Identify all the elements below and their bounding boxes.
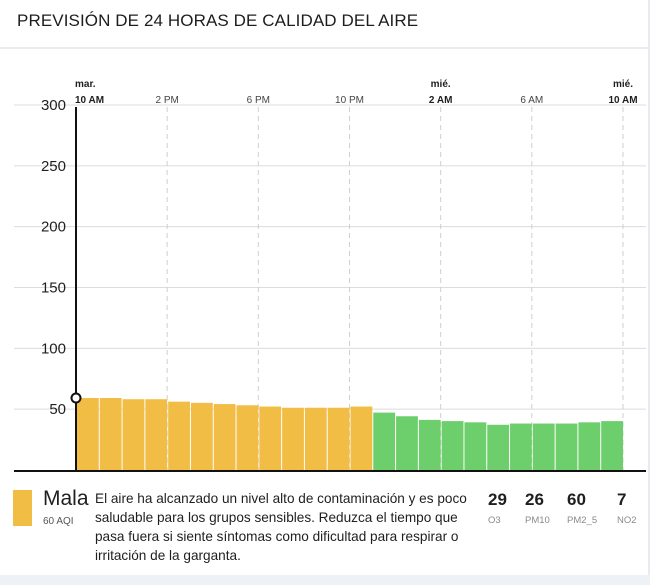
- aqi-description: El aire ha alcanzado un nivel alto de co…: [95, 491, 467, 563]
- x-tick-day-label: mié.: [431, 79, 451, 90]
- x-tick-time-label: 10 AM: [75, 95, 104, 106]
- x-tick-time-label: 10 AM: [608, 95, 637, 106]
- aqi-forecast-chart[interactable]: 50 100 150 200 250 300 mar. 10 AM 2 PM 6 PM 10 PM m…: [0, 49, 646, 477]
- pollutant-name: PM10: [525, 515, 550, 526]
- forecast-bar: [373, 412, 396, 471]
- forecast-bar: [190, 402, 213, 471]
- x-tick-time-label: 6 PM: [247, 95, 270, 106]
- y-tick-label: 150: [41, 280, 66, 297]
- pollutant-value: 29: [488, 490, 507, 509]
- x-tick-day-label: mar.: [75, 79, 96, 90]
- level-color-swatch: [13, 490, 32, 526]
- forecast-bar: [418, 419, 441, 471]
- forecast-bar: [441, 421, 464, 471]
- title-divider: [0, 47, 650, 49]
- page-title: PREVISIÓN DE 24 HORAS DE CALIDAD DEL AIR…: [17, 11, 419, 30]
- pollutant-value: 60: [567, 490, 586, 509]
- pollutant-o3: 29 O3: [488, 490, 528, 526]
- pollutant-name: O3: [488, 515, 501, 526]
- forecast-bar: [99, 398, 122, 471]
- y-tick-label: 300: [41, 97, 66, 114]
- forecast-bar: [168, 401, 190, 471]
- summary-panel: Mala 60 AQI El aire ha alcanzado un nive…: [0, 486, 650, 566]
- pollutant-name: PM2_5: [567, 515, 598, 526]
- pollutant-no2: 7 NO2: [617, 490, 650, 526]
- forecast-bar: [578, 422, 601, 471]
- forecast-bar: [327, 407, 350, 471]
- x-tick-time-label: 6 AM: [520, 95, 543, 106]
- forecast-bar: [259, 406, 282, 471]
- forecast-bar: [213, 404, 236, 471]
- forecast-bar: [396, 416, 418, 471]
- forecast-bar: [122, 399, 145, 471]
- aqi-value-label: 60 AQI: [43, 516, 74, 527]
- pollutant-value: 26: [525, 490, 544, 509]
- forecast-bar: [236, 405, 259, 471]
- y-tick-label: 100: [41, 340, 66, 357]
- x-tick-time-label: 2 AM: [429, 95, 453, 106]
- pollutant-name: NO2: [617, 515, 637, 526]
- aqi-level-label: Mala: [43, 487, 89, 510]
- forecast-bar: [487, 424, 510, 471]
- bottom-strip: [0, 575, 650, 585]
- forecast-bar: [304, 407, 327, 471]
- x-tick-time-label: 10 PM: [335, 95, 364, 106]
- forecast-bar: [510, 423, 532, 471]
- pollutant-pm10: 26 PM10: [525, 490, 565, 526]
- y-tick-label: 50: [49, 401, 66, 418]
- current-value-dot: [70, 392, 82, 404]
- pollutant-value: 7: [617, 490, 627, 509]
- forecast-bar: [350, 406, 373, 471]
- forecast-bar: [555, 423, 578, 471]
- y-tick-label: 200: [41, 219, 66, 236]
- x-tick-time-label: 2 PM: [155, 95, 178, 106]
- y-tick-label: 250: [41, 158, 66, 175]
- forecast-bar: [464, 422, 487, 471]
- card-edge: [648, 0, 650, 585]
- forecast-bar: [145, 399, 168, 471]
- forecast-bar: [77, 398, 99, 471]
- pollutant-pm2-5: 60 PM2_5: [567, 490, 607, 526]
- forecast-bar: [601, 421, 623, 471]
- x-tick-day-label: mié.: [613, 79, 633, 90]
- forecast-bar: [532, 423, 555, 471]
- forecast-bar: [282, 407, 304, 471]
